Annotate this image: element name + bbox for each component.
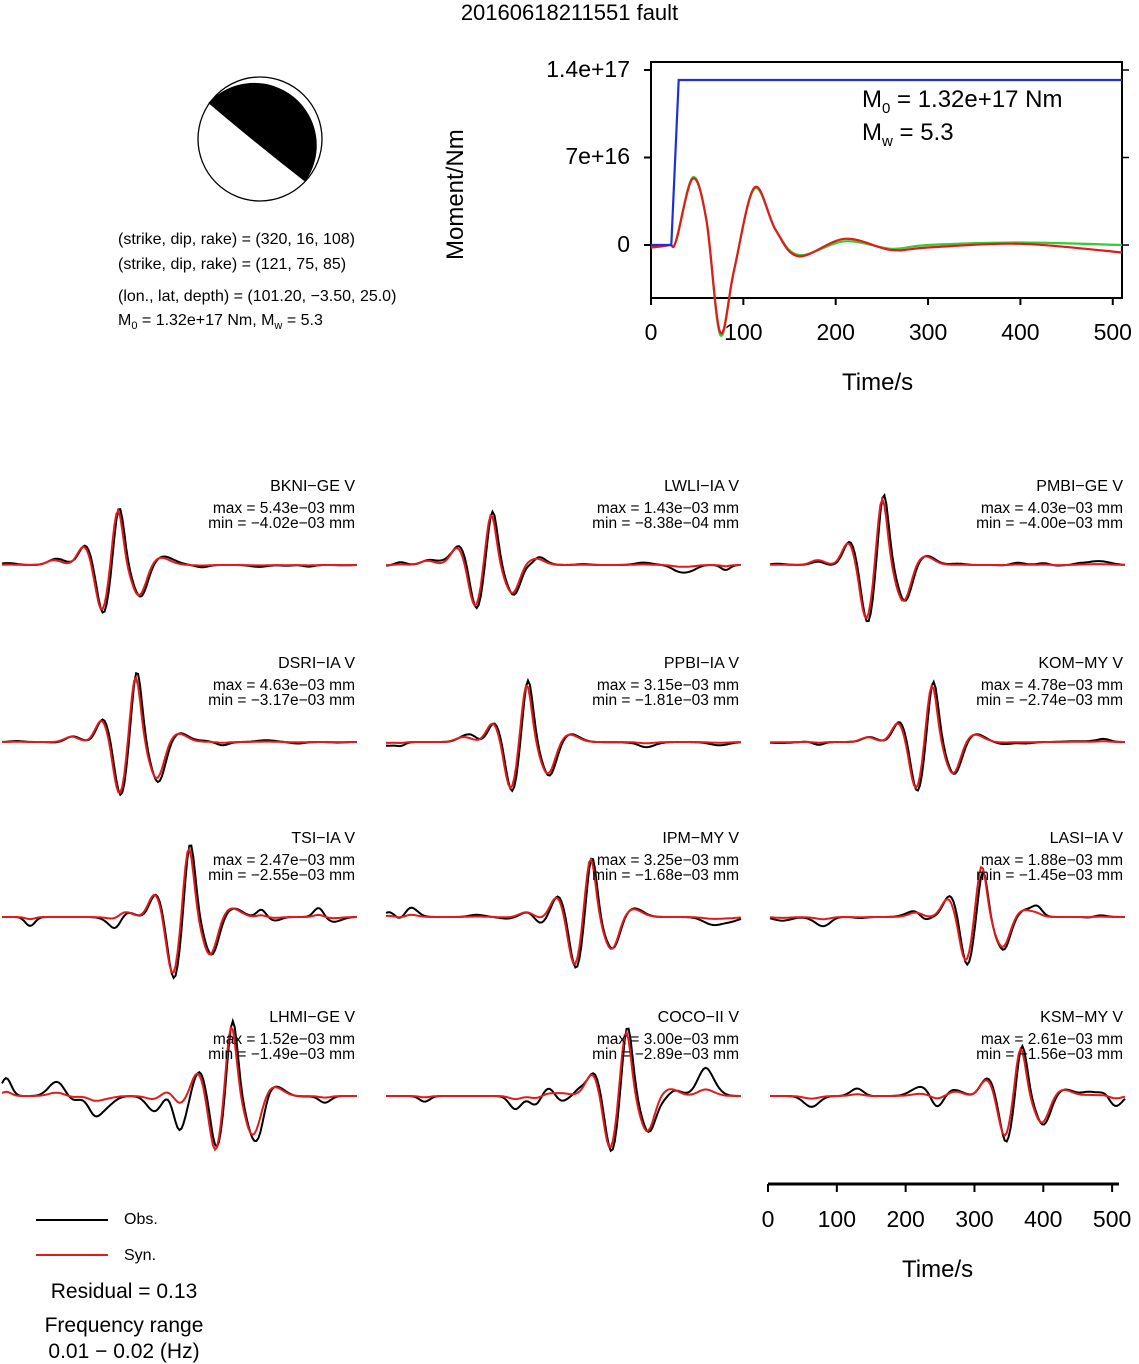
station-min: min = −1.68e−03 mm xyxy=(592,867,739,884)
xtick-label: 0 xyxy=(761,1206,775,1232)
station-min: min = −8.38e−04 mm xyxy=(592,515,739,532)
synthetic-trace xyxy=(385,857,742,966)
ytick-label: 0 xyxy=(617,231,630,257)
station-min: min = −3.17e−03 mm xyxy=(208,692,355,709)
synthetic-trace xyxy=(770,496,1126,620)
xtick-label: 500 xyxy=(1092,1206,1132,1232)
station-min: min = −1.49e−03 mm xyxy=(208,1046,355,1063)
ytick-label: 7e+16 xyxy=(565,143,630,169)
beachball-compressional-quadrant xyxy=(208,82,317,182)
figure-title: 20160618211551 fault xyxy=(460,0,679,25)
hypocenter-line: (lon., lat, depth) = (101.20, −3.50, 25.… xyxy=(118,288,397,305)
station-max: max = 1.43e−03 mm xyxy=(596,500,739,517)
station-min: min = −1.81e−03 mm xyxy=(592,692,739,709)
station-name: COCO−II V xyxy=(657,1009,739,1026)
moment-series-stf-green xyxy=(650,176,1123,337)
nodal-plane-2: (strike, dip, rake) = (121, 75, 85) xyxy=(118,256,347,273)
station-name: LASI−IA V xyxy=(1049,830,1123,847)
moment-magnitude-line: M0 = 1.32e+17 Nm, Mw = 5.3 xyxy=(118,312,323,333)
synthetic-trace xyxy=(1,1025,357,1152)
xtick-label: 400 xyxy=(1024,1206,1063,1232)
moment-annotation-mw: Mw = 5.3 xyxy=(862,119,954,150)
station-max: max = 2.47e−03 mm xyxy=(212,852,355,869)
station-min: min = −4.02e−03 mm xyxy=(208,515,355,532)
ytick-label: 1.4e+17 xyxy=(546,56,630,82)
xtick-label: 0 xyxy=(644,319,658,345)
station-name: LWLI−IA V xyxy=(664,478,739,495)
moment-series-cumulative xyxy=(651,78,1122,247)
station-max: max = 3.25e−03 mm xyxy=(596,852,739,869)
station-name: BKNI−GE V xyxy=(270,478,355,495)
station-min: min = −4.00e−03 mm xyxy=(976,515,1123,532)
station-name: KOM−MY V xyxy=(1038,655,1123,672)
xtick-label: 200 xyxy=(886,1206,925,1232)
station-min: min = −1.56e−03 mm xyxy=(976,1046,1123,1063)
station-max: max = 4.03e−03 mm xyxy=(980,500,1123,517)
residual-label: Residual = 0.13 xyxy=(50,1280,198,1303)
waveform-grid xyxy=(1,492,1126,1153)
xtick-label: 200 xyxy=(816,319,855,345)
synthetic-trace xyxy=(1,508,357,611)
station-max: max = 1.88e−03 mm xyxy=(980,852,1123,869)
xtick-label: 100 xyxy=(724,319,763,345)
station-max: max = 3.15e−03 mm xyxy=(596,677,739,694)
legend-obs-label: Obs. xyxy=(124,1211,158,1228)
xtick-label: 300 xyxy=(955,1206,994,1232)
station-name: PMBI−GE V xyxy=(1036,478,1123,495)
moment-plot-frame xyxy=(650,61,1123,299)
xtick-label: 100 xyxy=(817,1206,856,1232)
legend-syn-label: Syn. xyxy=(124,1247,157,1264)
station-name: DSRI−IA V xyxy=(278,655,355,672)
station-name: KSM−MY V xyxy=(1040,1009,1123,1026)
xtick-label: 500 xyxy=(1093,319,1132,345)
station-min: min = −1.45e−03 mm xyxy=(976,867,1123,884)
station-min: min = −2.74e−03 mm xyxy=(976,692,1123,709)
synthetic-trace xyxy=(386,513,741,608)
legend xyxy=(36,1219,108,1256)
synthetic-trace xyxy=(386,1029,741,1149)
station-min: min = −2.55e−03 mm xyxy=(208,867,355,884)
synthetic-trace xyxy=(770,1046,1126,1138)
moment-annotation-m0: M0 = 1.32e+17 Nm xyxy=(862,86,1063,117)
synthetic-trace xyxy=(770,683,1125,790)
nodal-plane-1: (strike, dip, rake) = (320, 16, 108) xyxy=(118,231,355,248)
waveform-time-axis xyxy=(767,1182,1119,1192)
moment-xlabel: Time/s xyxy=(842,369,914,396)
synthetic-trace xyxy=(385,684,741,790)
station-max: max = 2.61e−03 mm xyxy=(980,1031,1123,1048)
xtick-label: 300 xyxy=(908,319,948,345)
frequency-range-value: 0.01 − 0.02 (Hz) xyxy=(48,1340,200,1363)
synthetic-trace xyxy=(2,846,357,974)
station-name: TSI−IA V xyxy=(291,830,355,847)
synthetic-trace xyxy=(769,865,1125,962)
moment-ylabel: Moment/Nm xyxy=(442,129,469,260)
station-max: max = 4.63e−03 mm xyxy=(212,677,355,694)
waveform-xlabel: Time/s xyxy=(902,1256,974,1283)
station-max: max = 5.43e−03 mm xyxy=(212,500,355,517)
station-min: min = −2.89e−03 mm xyxy=(592,1046,739,1063)
station-name: LHMI−GE V xyxy=(269,1009,355,1026)
station-name: IPM−MY V xyxy=(662,830,739,847)
observed-trace xyxy=(769,869,1125,967)
xtick-label: 400 xyxy=(1001,319,1040,345)
moment-rate-panel xyxy=(644,61,1129,337)
frequency-range-title: Frequency range xyxy=(44,1314,204,1337)
station-name: PPBI−IA V xyxy=(663,655,739,672)
moment-series-stf-red xyxy=(650,177,1123,335)
station-max: max = 4.78e−03 mm xyxy=(980,677,1123,694)
station-max: max = 1.52e−03 mm xyxy=(212,1031,355,1048)
synthetic-trace xyxy=(2,675,357,794)
beachball-icon xyxy=(197,76,323,202)
station-max: max = 3.00e−03 mm xyxy=(596,1031,739,1048)
